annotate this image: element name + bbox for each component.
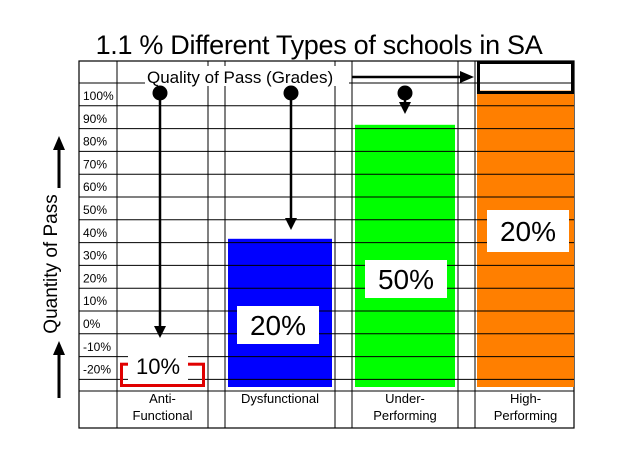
data-label: 50% bbox=[378, 264, 434, 295]
arrowhead-icon bbox=[285, 218, 297, 230]
y-tick-label: -10% bbox=[83, 340, 111, 354]
y-tick-label: 50% bbox=[83, 203, 107, 217]
y-tick-label: 90% bbox=[83, 112, 107, 126]
x-tick-label: High- bbox=[510, 391, 541, 406]
y-tick-label: 0% bbox=[83, 317, 101, 331]
x-tick-label: Under- bbox=[385, 391, 425, 406]
bar-highlight bbox=[477, 61, 574, 94]
x-tick-label: Performing bbox=[494, 408, 558, 423]
arrowhead-icon bbox=[399, 102, 411, 114]
x-tick-label: Functional bbox=[133, 408, 193, 423]
data-label: 20% bbox=[250, 310, 306, 341]
y-tick-label: 100% bbox=[83, 89, 114, 103]
chart-title: 1.1 % Different Types of schools in SA bbox=[95, 30, 543, 60]
arrowhead-icon bbox=[53, 136, 65, 150]
bar bbox=[355, 124, 455, 388]
x-tick-label: Anti- bbox=[149, 391, 176, 406]
data-label-box bbox=[487, 210, 569, 252]
arrowhead-icon bbox=[460, 71, 474, 83]
arrowhead-icon bbox=[154, 326, 166, 338]
y-tick-label: 30% bbox=[83, 249, 107, 263]
x-tick-label: Performing bbox=[373, 408, 437, 423]
y-tick-label: 20% bbox=[83, 271, 107, 285]
y-axis-label: Quantity of Pass bbox=[41, 192, 63, 336]
data-label-box bbox=[128, 350, 188, 382]
data-label: 20% bbox=[500, 216, 556, 247]
x-tick-label: Dysfunctional bbox=[241, 391, 319, 406]
y-tick-label: 80% bbox=[83, 135, 107, 149]
quality-of-pass-label: Quality of Pass (Grades) bbox=[147, 68, 333, 87]
annotation-bg bbox=[145, 66, 349, 86]
data-label: 10% bbox=[136, 354, 180, 379]
y-tick-label: 40% bbox=[83, 226, 107, 240]
data-label-box bbox=[237, 306, 319, 344]
y-tick-label: 10% bbox=[83, 294, 107, 308]
y-tick-label: -20% bbox=[83, 363, 111, 377]
arrowhead-icon bbox=[53, 341, 65, 355]
y-tick-label: 70% bbox=[83, 157, 107, 171]
data-label-box bbox=[365, 260, 447, 298]
y-tick-label: 60% bbox=[83, 180, 107, 194]
